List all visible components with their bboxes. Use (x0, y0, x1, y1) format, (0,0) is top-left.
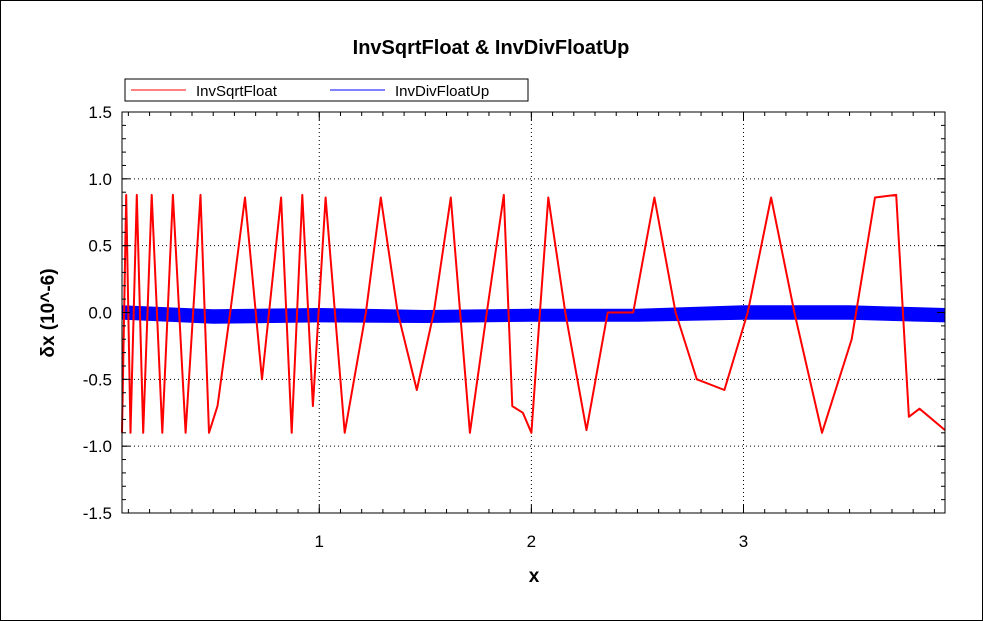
series-invdivfloatup (122, 306, 945, 323)
y-tick-label: -1.5 (83, 504, 112, 523)
chart-title: InvSqrtFloat & InvDivFloatUp (353, 37, 630, 59)
x-tick-label: 1 (315, 532, 324, 551)
y-tick-label: 1.0 (88, 170, 112, 189)
legend-label-invdivfloatup: InvDivFloatUp (395, 83, 489, 100)
legend: InvSqrtFloat InvDivFloatUp (125, 79, 528, 101)
x-tick-label: 3 (739, 532, 748, 551)
y-tick-label: -0.5 (83, 370, 112, 389)
y-axis-label: δx (10^-6) (38, 268, 59, 357)
series-layer (122, 195, 945, 433)
y-tick-label: 1.5 (88, 103, 112, 122)
y-tick-label: -1.0 (83, 437, 112, 456)
legend-label-invsqrtfloat: InvSqrtFloat (196, 83, 278, 100)
axes: 1.5 1.0 0.5 0.0 -0.5 -1.0 -1.5 1 2 3 (83, 103, 945, 551)
y-tick-label: 0.5 (88, 237, 112, 256)
y-tick-label: 0.0 (88, 304, 112, 323)
x-tick-label: 2 (527, 532, 536, 551)
x-axis-label: x (529, 566, 540, 587)
